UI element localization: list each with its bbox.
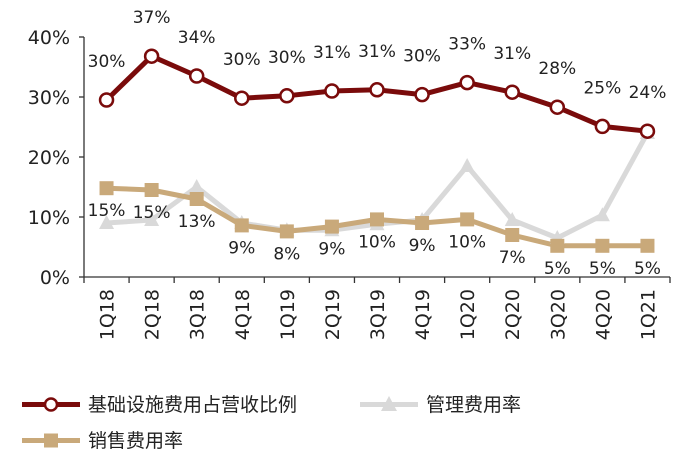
data-label-infrastructure: 34% [178, 28, 216, 48]
point-admin [504, 212, 520, 226]
x-tick-label: 3Q18 [187, 289, 209, 340]
point-sales [370, 212, 384, 227]
point-sales [460, 212, 475, 227]
y-axis: 0% 10% 20% 30% 40% [28, 27, 85, 289]
data-label-sales: 15% [88, 201, 126, 221]
x-axis: 1Q18 2Q18 3Q18 4Q18 1Q19 2Q19 3Q19 4Q19 1Q20 2Q20… [83, 276, 671, 340]
legend-label-admin: 管理费用率 [426, 394, 522, 416]
data-label-infrastructure: 31% [358, 42, 396, 62]
data-label-infrastructure: 24% [629, 83, 667, 103]
point-infrastructure [279, 88, 295, 104]
y-tick-label: 30% [28, 87, 70, 109]
y-tick-label: 40% [28, 27, 70, 49]
x-tick-label: 1Q18 [97, 289, 119, 340]
data-label-infrastructure: 28% [538, 59, 576, 79]
x-tick-label: 3Q20 [547, 289, 569, 340]
point-infrastructure [98, 92, 115, 108]
data-label-sales: 5% [589, 259, 616, 279]
x-tick-label: 1Q20 [457, 289, 479, 340]
legend-label-sales: 销售费用率 [88, 430, 184, 452]
x-tick-label: 3Q19 [367, 289, 389, 340]
point-infrastructure [459, 74, 475, 91]
point-infrastructure [369, 82, 385, 98]
data-label-sales: 5% [544, 259, 571, 279]
point-sales [505, 228, 520, 242]
data-label-infrastructure: 30% [88, 52, 126, 72]
point-admin [99, 215, 115, 229]
point-infrastructure [188, 68, 205, 84]
point-infrastructure [504, 84, 520, 100]
x-tick-label: 4Q18 [232, 289, 254, 340]
point-sales [640, 238, 655, 253]
point-sales [234, 218, 249, 233]
point-sales [189, 192, 204, 206]
y-tick-label: 10% [28, 207, 70, 229]
x-tick-label: 2Q18 [142, 289, 164, 340]
legend-label-infrastructure: 基础设施费用占营收比例 [88, 394, 298, 416]
point-admin [144, 212, 160, 226]
point-infrastructure [639, 123, 656, 139]
data-label-sales: 13% [178, 212, 216, 232]
data-label-sales: 9% [228, 238, 255, 258]
point-infrastructure [143, 48, 160, 64]
x-tick-label: 1Q19 [277, 289, 299, 340]
point-infrastructure [414, 86, 430, 103]
point-sales [550, 238, 565, 253]
data-label-infrastructure: 33% [448, 35, 486, 55]
x-tick-label: 1Q21 [637, 289, 659, 340]
legend-swatch-admin [360, 394, 418, 414]
data-label-sales: 10% [358, 232, 396, 252]
point-sales [415, 216, 430, 230]
data-label-infrastructure: 37% [133, 8, 171, 28]
legend-item-infrastructure: 基础设施费用占营收比例 [22, 390, 297, 417]
point-sales [279, 224, 294, 239]
point-infrastructure [234, 90, 250, 106]
point-sales [99, 181, 114, 196]
data-label-sales: 7% [499, 248, 526, 268]
y-tick-label: 0% [40, 267, 70, 289]
data-label-sales: 8% [273, 244, 300, 264]
point-infrastructure [594, 118, 611, 135]
data-label-sales: 9% [318, 240, 345, 260]
legend-swatch-sales [22, 430, 80, 450]
data-label-infrastructure: 30% [223, 50, 261, 70]
legend-item-admin: 管理费用率 [360, 390, 521, 417]
data-label-sales: 9% [409, 236, 436, 256]
point-infrastructure [324, 83, 340, 99]
x-tick-label: 4Q19 [412, 289, 434, 340]
point-sales [324, 219, 339, 234]
point-admin [459, 158, 475, 172]
data-label-infrastructure: 31% [493, 44, 531, 64]
point-admin [594, 207, 610, 222]
data-label-infrastructure: 25% [583, 78, 621, 98]
point-sales [595, 238, 610, 253]
data-label-sales: 15% [133, 203, 171, 223]
legend-swatch-infrastructure [22, 394, 80, 414]
point-admin [189, 179, 205, 193]
data-labels: 30% 37% 34% 30% 30% 31% 31% 30% 33% 31% 28% 25% 24% 1… [88, 8, 667, 279]
y-tick-label: 20% [28, 147, 70, 169]
data-label-sales: 10% [448, 232, 486, 252]
data-label-sales: 5% [634, 259, 661, 279]
data-label-infrastructure: 30% [403, 47, 441, 67]
x-tick-label: 2Q20 [502, 289, 524, 340]
point-sales [144, 183, 159, 197]
series-group [98, 48, 656, 253]
legend-item-sales: 销售费用率 [22, 426, 183, 453]
x-tick-label: 4Q20 [592, 289, 614, 340]
x-tick-label: 2Q19 [322, 289, 344, 340]
data-label-infrastructure: 31% [313, 43, 351, 63]
point-infrastructure [549, 99, 566, 115]
data-label-infrastructure: 30% [268, 48, 306, 68]
